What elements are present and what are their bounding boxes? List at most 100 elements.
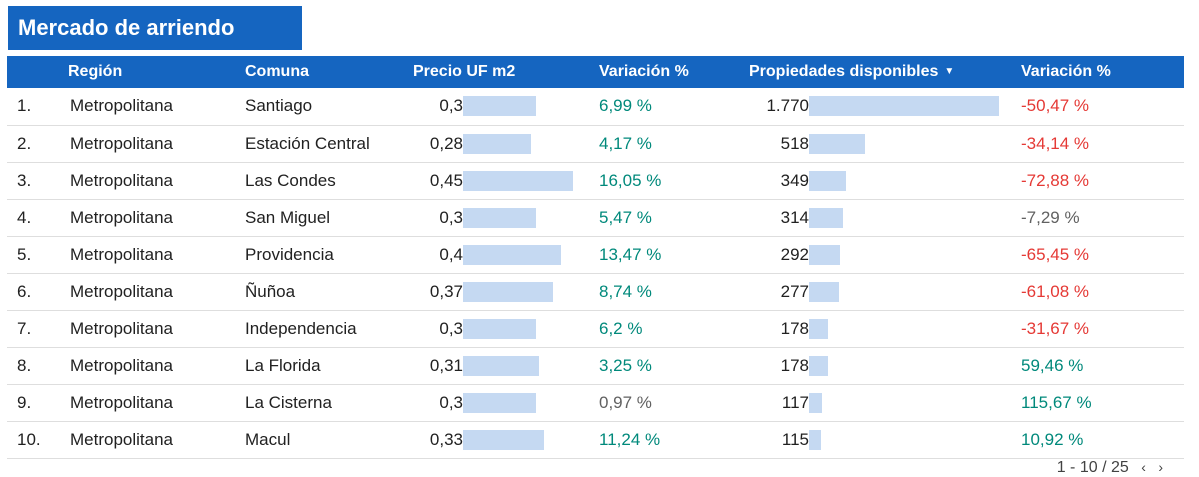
variacion-precio-cell: 3,25 % bbox=[599, 355, 652, 375]
propiedades-bar bbox=[809, 281, 839, 302]
region-cell: Metropolitana bbox=[70, 133, 174, 153]
propiedades-value: 115 bbox=[781, 429, 809, 449]
comuna-cell: Santiago bbox=[245, 96, 313, 116]
table-row[interactable]: 9. Metropolitana La Cisterna 0,3 0,97 % 117 11… bbox=[7, 384, 1184, 421]
region-cell: Metropolitana bbox=[70, 429, 174, 449]
precio-bar bbox=[463, 170, 573, 191]
variacion-precio-cell: 11,24 % bbox=[599, 429, 661, 449]
variacion-precio-cell: 0,97 % bbox=[599, 392, 652, 412]
table-row[interactable]: 8. Metropolitana La Florida 0,31 3,25 % 178 59… bbox=[7, 347, 1184, 384]
propiedades-bar bbox=[809, 318, 828, 339]
header-propiedades[interactable]: Propiedades disponibles ▼ bbox=[749, 63, 955, 80]
header-region[interactable]: Región bbox=[68, 63, 123, 80]
propiedades-cell: 292 bbox=[749, 236, 1021, 273]
variacion-propiedades-cell: 115,67 % bbox=[1021, 392, 1092, 412]
propiedades-cell: 117 bbox=[749, 384, 1021, 421]
propiedades-value: 178 bbox=[780, 318, 809, 338]
precio-value: 0,45 bbox=[429, 170, 463, 190]
propiedades-cell: 314 bbox=[749, 199, 1021, 236]
variacion-precio-cell: 6,2 % bbox=[599, 318, 643, 338]
header-row-number bbox=[7, 56, 68, 88]
propiedades-cell: 349 bbox=[749, 162, 1021, 199]
region-cell: Metropolitana bbox=[70, 392, 174, 412]
row-number: 4. bbox=[17, 207, 32, 227]
header-precio[interactable]: Precio UF m2 bbox=[413, 63, 516, 80]
propiedades-value: 1.770 bbox=[766, 96, 809, 116]
comuna-cell: Estación Central bbox=[245, 133, 370, 153]
report-title: Mercado de arriendo bbox=[8, 6, 302, 50]
header-variacion-propiedades[interactable]: Variación % bbox=[1021, 63, 1111, 80]
propiedades-value: 117 bbox=[781, 392, 809, 412]
table-row[interactable]: 7. Metropolitana Independencia 0,3 6,2 % 178 -… bbox=[7, 310, 1184, 347]
variacion-precio-cell: 5,47 % bbox=[599, 207, 652, 227]
header-variacion-precio[interactable]: Variación % bbox=[599, 63, 689, 80]
row-number: 2. bbox=[17, 133, 32, 153]
table-row[interactable]: 10. Metropolitana Macul 0,33 11,24 % 115 10,92… bbox=[7, 421, 1184, 458]
precio-cell: 0,37 bbox=[413, 273, 599, 310]
variacion-propiedades-cell: -65,45 % bbox=[1021, 244, 1090, 264]
precio-cell: 0,3 bbox=[413, 384, 599, 421]
table-header-row: Región Comuna Precio UF m2 Variación % P… bbox=[7, 56, 1184, 88]
propiedades-value: 292 bbox=[780, 244, 809, 264]
precio-value: 0,3 bbox=[439, 207, 463, 227]
comuna-cell: Macul bbox=[245, 429, 291, 449]
precio-value: 0,3 bbox=[439, 392, 463, 412]
propiedades-cell: 1.770 bbox=[749, 88, 1021, 125]
comuna-cell: La Florida bbox=[245, 355, 321, 375]
table-row[interactable]: 3. Metropolitana Las Condes 0,45 16,05 % 349 -… bbox=[7, 162, 1184, 199]
propiedades-value: 518 bbox=[780, 133, 809, 153]
precio-cell: 0,33 bbox=[413, 421, 599, 458]
precio-cell: 0,45 bbox=[413, 162, 599, 199]
precio-cell: 0,3 bbox=[413, 199, 599, 236]
table-row[interactable]: 5. Metropolitana Providencia 0,4 13,47 % 292 -… bbox=[7, 236, 1184, 273]
variacion-propiedades-cell: -31,67 % bbox=[1021, 318, 1090, 338]
variacion-propiedades-cell: -34,14 % bbox=[1021, 133, 1090, 153]
precio-cell: 0,3 bbox=[413, 88, 599, 125]
precio-cell: 0,4 bbox=[413, 236, 599, 273]
chevron-left-icon[interactable]: ‹ bbox=[1141, 459, 1146, 475]
propiedades-cell: 178 bbox=[749, 310, 1021, 347]
propiedades-value: 349 bbox=[780, 170, 809, 190]
variacion-propiedades-cell: 59,46 % bbox=[1021, 355, 1084, 375]
pagination-label: 1 - 10 / 25 bbox=[1056, 459, 1129, 476]
propiedades-bar bbox=[809, 133, 865, 154]
precio-bar bbox=[463, 392, 536, 413]
row-number: 10. bbox=[17, 429, 41, 449]
precio-value: 0,37 bbox=[429, 281, 463, 301]
propiedades-cell: 115 bbox=[749, 421, 1021, 458]
comuna-cell: Independencia bbox=[245, 318, 357, 338]
header-comuna[interactable]: Comuna bbox=[245, 63, 309, 80]
propiedades-cell: 277 bbox=[749, 273, 1021, 310]
precio-value: 0,3 bbox=[439, 96, 463, 116]
precio-bar bbox=[463, 244, 561, 265]
table-row[interactable]: 1. Metropolitana Santiago 0,3 6,99 % 1.770 -50… bbox=[7, 88, 1184, 125]
variacion-propiedades-cell: -7,29 % bbox=[1021, 207, 1080, 227]
variacion-propiedades-cell: 10,92 % bbox=[1021, 429, 1084, 449]
region-cell: Metropolitana bbox=[70, 318, 174, 338]
row-number: 1. bbox=[17, 96, 32, 116]
propiedades-cell: 178 bbox=[749, 347, 1021, 384]
variacion-propiedades-cell: -61,08 % bbox=[1021, 281, 1090, 301]
table-row[interactable]: 6. Metropolitana Ñuñoa 0,37 8,74 % 277 -61,08 … bbox=[7, 273, 1184, 310]
chevron-right-icon[interactable]: › bbox=[1158, 459, 1163, 475]
precio-bar bbox=[463, 318, 536, 339]
table-row[interactable]: 2. Metropolitana Estación Central 0,28 4,17 … bbox=[7, 125, 1184, 162]
variacion-precio-cell: 6,99 % bbox=[599, 96, 652, 116]
variacion-propiedades-cell: -72,88 % bbox=[1021, 170, 1090, 190]
propiedades-bar bbox=[809, 355, 828, 376]
table-row[interactable]: 4. Metropolitana San Miguel 0,3 5,47 % 314 -7,… bbox=[7, 199, 1184, 236]
precio-value: 0,31 bbox=[429, 355, 463, 375]
precio-value: 0,33 bbox=[429, 429, 463, 449]
row-number: 9. bbox=[17, 392, 32, 412]
precio-value: 0,4 bbox=[439, 244, 463, 264]
variacion-propiedades-cell: -50,47 % bbox=[1021, 96, 1090, 116]
region-cell: Metropolitana bbox=[70, 170, 174, 190]
sort-descending-icon[interactable]: ▼ bbox=[944, 66, 955, 78]
precio-cell: 0,31 bbox=[413, 347, 599, 384]
row-number: 6. bbox=[17, 281, 32, 301]
row-number: 8. bbox=[17, 355, 32, 375]
propiedades-bar bbox=[809, 244, 840, 265]
region-cell: Metropolitana bbox=[70, 281, 174, 301]
precio-bar bbox=[463, 133, 531, 154]
propiedades-cell: 518 bbox=[749, 125, 1021, 162]
